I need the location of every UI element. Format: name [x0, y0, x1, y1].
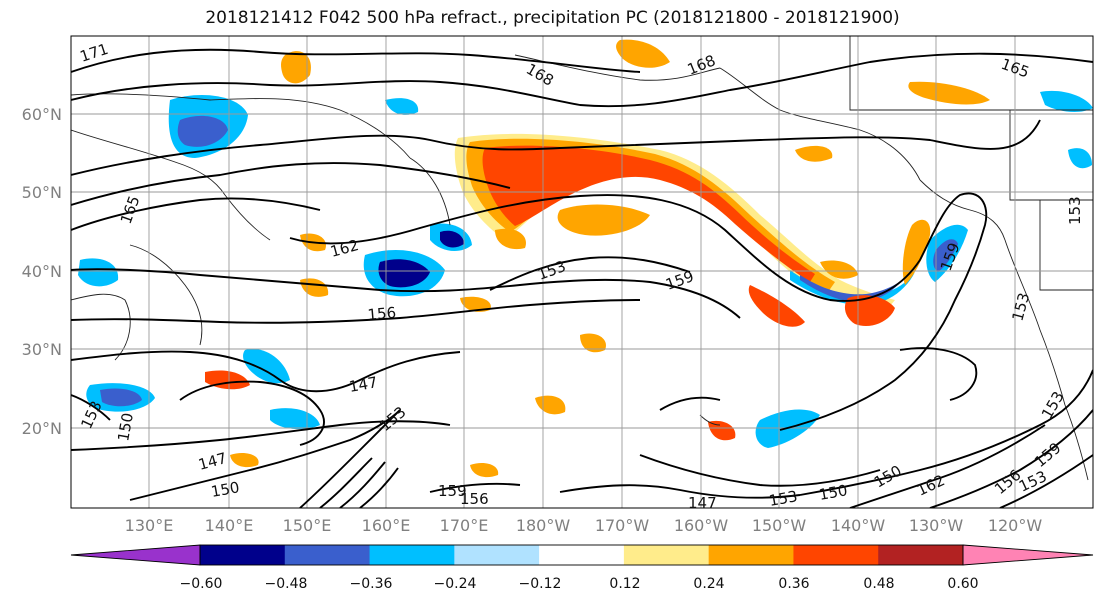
contour-label: 150 [818, 481, 849, 504]
contour-label: 156 [460, 490, 489, 508]
colorbar-swatch [708, 545, 794, 565]
colorbar-swatch [454, 545, 540, 565]
lon-label: 140°E [205, 516, 254, 535]
colorbar-tick-label: −0.24 [434, 576, 477, 592]
lon-label: 160°W [674, 516, 729, 535]
pos-anomaly-blob [470, 463, 499, 478]
pos-anomaly-blob [902, 219, 931, 285]
colorbar-extension-high [963, 545, 1093, 565]
neg-anomaly-blob [100, 388, 142, 407]
pos-anomaly-blob [616, 39, 670, 68]
colorbar-swatch [793, 545, 879, 565]
colorbar-swatch [369, 545, 455, 565]
lat-label: 60°N [22, 105, 62, 124]
lat-label: 30°N [22, 340, 62, 359]
lon-label: 130°E [125, 516, 174, 535]
longitude-labels: 130°E 140°E 150°E 160°E 170°E 180°W 170°… [125, 516, 1043, 535]
lon-label: 150°W [752, 516, 807, 535]
neg-anomaly-blob [243, 349, 290, 384]
refractivity-contours [71, 48, 1093, 508]
pos-anomaly-blob [748, 285, 805, 327]
lon-label: 120°W [988, 516, 1043, 535]
pos-anomaly-blob [795, 145, 833, 162]
colorbar-swatch [284, 545, 371, 565]
colorbar-swatch [623, 545, 710, 565]
neg-anomaly-blob [385, 98, 419, 115]
colorbar-extension-low [71, 545, 200, 565]
neg-anomaly-blob [78, 258, 119, 287]
lon-label: 160°E [362, 516, 411, 535]
colorbar-swatch [878, 545, 964, 565]
contour-label: 159 [438, 482, 467, 500]
colorbar-tick-label: −0.36 [350, 576, 393, 592]
lat-label: 20°N [22, 419, 62, 438]
colorbar-tick-label: 0.60 [947, 576, 978, 592]
neg-anomaly-blob [270, 408, 320, 430]
colorbar-swatch [200, 545, 286, 565]
pos-anomaly-strong-north-pacific [482, 145, 815, 282]
colorbar-tick-label: 0.12 [609, 576, 640, 592]
colorbar-tick-label: −0.12 [519, 576, 562, 592]
pos-anomaly-blob [230, 453, 259, 468]
colorbar-tick-label: 0.48 [863, 576, 894, 592]
colorbar-tick-label: 0.24 [693, 576, 724, 592]
neg-anomaly-blob [177, 115, 228, 147]
neg-anomaly-blob [378, 259, 430, 288]
latitude-labels: 60°N 50°N 40°N 30°N 20°N [22, 105, 62, 438]
lon-label: 180°W [516, 516, 571, 535]
contour-label: 156 [367, 304, 397, 324]
colorbar: −0.60 −0.48 −0.36 −0.24 −0.12 0.12 0.24 … [70, 544, 1094, 592]
colorbar-swatch [539, 545, 625, 565]
lon-label: 140°W [831, 516, 886, 535]
contour-label: 147 [688, 494, 717, 512]
colorbar-tick-label: −0.60 [180, 576, 223, 592]
pos-anomaly-blob [495, 228, 526, 250]
pos-anomaly-blob [460, 296, 491, 312]
lon-label: 170°E [440, 516, 489, 535]
neg-anomaly-blob [1068, 148, 1092, 169]
colorbar-swatches [71, 545, 1093, 565]
precipitation-shading [78, 39, 1093, 478]
neg-anomaly-blob [1040, 90, 1093, 112]
pos-anomaly-blob [708, 420, 736, 441]
lon-label: 150°E [283, 516, 332, 535]
contour-label: 150 [210, 478, 241, 501]
neg-anomaly-blob [440, 230, 464, 248]
colorbar-frame [199, 544, 964, 566]
colorbar-tick-label: −0.48 [265, 576, 308, 592]
contour-label: 150 [114, 411, 137, 442]
pos-anomaly-blob [908, 81, 990, 105]
lat-label: 40°N [22, 262, 62, 281]
map-title: 2018121412 F042 500 hPa refract., precip… [205, 8, 900, 28]
lon-label: 170°W [595, 516, 650, 535]
pos-anomaly-blob [844, 295, 895, 327]
graticule [71, 36, 1093, 508]
lon-label: 130°W [909, 516, 964, 535]
pos-anomaly-blob [557, 204, 650, 236]
pos-anomaly-blob [580, 333, 606, 353]
contour-label: 153 [1066, 196, 1084, 225]
contour-label: 153 [768, 487, 799, 510]
plot-border [70, 35, 1094, 509]
colorbar-tick-label: 0.36 [778, 576, 809, 592]
neg-anomaly-crescent [790, 270, 915, 305]
lat-label: 50°N [22, 183, 62, 202]
coastlines [71, 36, 1093, 481]
contour-label: 147 [348, 373, 379, 396]
pos-anomaly-blob [820, 260, 858, 279]
pos-anomaly-blob [281, 51, 311, 84]
neg-anomaly-blob [933, 239, 958, 272]
colorbar-ticks: −0.60 −0.48 −0.36 −0.24 −0.12 0.12 0.24 … [180, 576, 979, 592]
